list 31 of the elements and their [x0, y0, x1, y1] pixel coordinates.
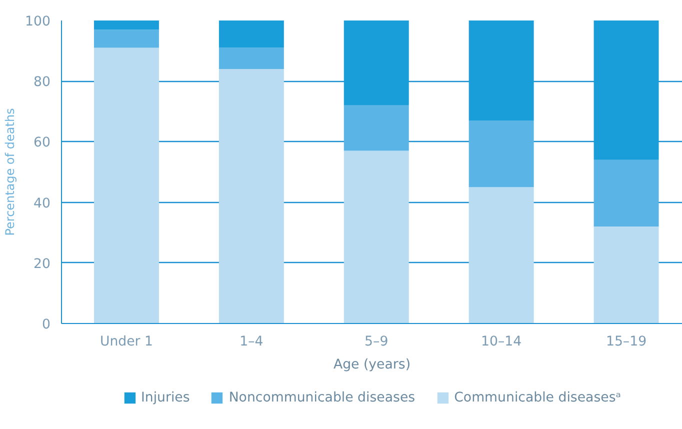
y-tick-label: 0 — [42, 318, 51, 332]
bar — [218, 48, 284, 69]
y-tick-label: 20 — [34, 256, 51, 272]
bar — [94, 20, 159, 30]
bar — [594, 160, 659, 227]
bar — [594, 226, 659, 324]
bar — [94, 30, 159, 48]
legend-label: Communicable diseasesᵃ — [454, 390, 622, 405]
bar — [344, 20, 409, 106]
bar — [218, 20, 284, 48]
x-tick-label: 15–19 — [606, 334, 647, 350]
y-tick-label: 40 — [34, 196, 51, 212]
bar — [594, 20, 659, 160]
y-axis-title: Percentage of deaths — [3, 108, 18, 236]
y-tick-label: 60 — [34, 136, 51, 151]
bar — [94, 48, 159, 324]
x-tick-label: Under 1 — [100, 334, 154, 350]
bar — [344, 105, 409, 151]
x-tick-label: 1–4 — [240, 334, 264, 350]
x-tick-label: 5–9 — [364, 334, 388, 350]
legend-label: Noncommunicable diseases — [228, 390, 416, 405]
bar — [468, 187, 534, 324]
bar — [468, 120, 534, 188]
bar — [468, 20, 534, 120]
x-tick-label: 10–14 — [481, 334, 522, 350]
y-tick-label: 80 — [34, 75, 51, 90]
bar — [344, 150, 409, 324]
legend-label: Injuries — [140, 390, 190, 405]
x-axis-title: Age (years) — [333, 358, 411, 372]
bar — [218, 68, 284, 324]
y-tick-label: 100 — [25, 14, 51, 30]
